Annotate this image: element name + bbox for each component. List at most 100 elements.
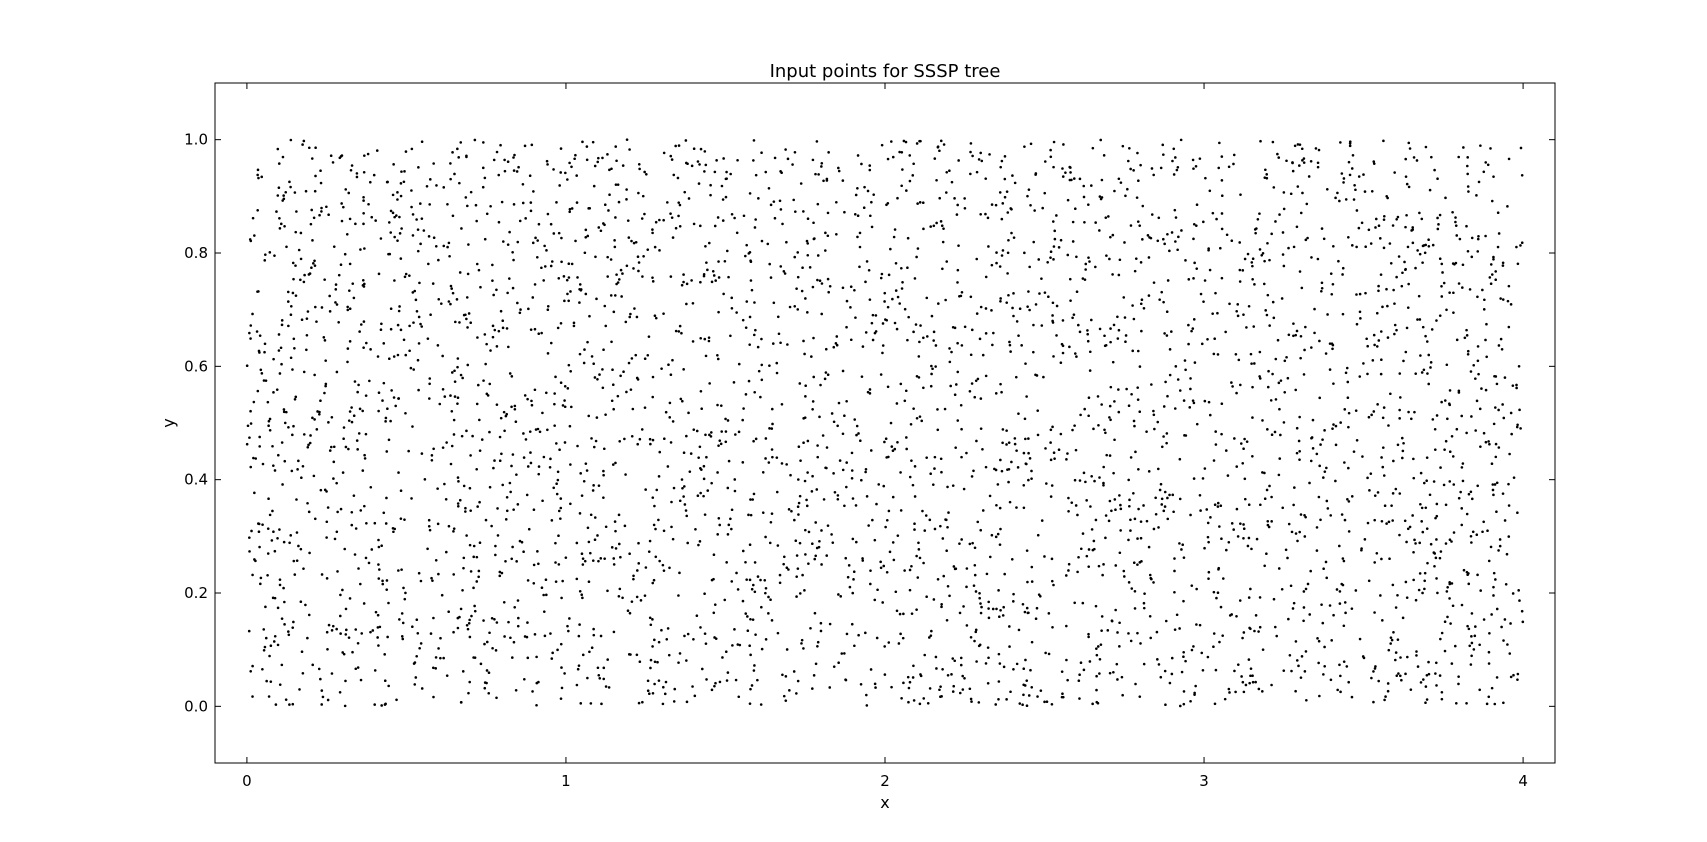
data-point xyxy=(845,399,848,403)
data-point xyxy=(491,279,494,282)
data-point xyxy=(1183,359,1187,362)
data-point xyxy=(1266,523,1270,527)
data-point xyxy=(1401,449,1405,453)
data-point xyxy=(549,341,553,345)
data-point xyxy=(1226,474,1230,477)
data-point xyxy=(930,314,934,318)
data-point xyxy=(882,484,886,488)
data-point xyxy=(1094,265,1097,269)
data-point xyxy=(862,206,866,210)
data-point xyxy=(1251,264,1254,268)
data-point xyxy=(669,212,672,215)
data-point xyxy=(452,530,455,533)
data-point xyxy=(1425,340,1429,343)
data-point xyxy=(1023,417,1027,421)
data-point xyxy=(1409,688,1413,691)
data-point xyxy=(1070,501,1074,504)
data-point xyxy=(325,577,329,580)
data-point xyxy=(399,328,403,332)
data-point xyxy=(1215,596,1218,600)
data-point xyxy=(1347,500,1351,503)
data-point xyxy=(854,193,858,197)
data-point xyxy=(356,390,359,394)
data-point xyxy=(523,394,527,397)
data-point xyxy=(870,225,874,229)
data-point xyxy=(1487,650,1491,654)
data-point xyxy=(352,494,356,497)
data-point xyxy=(1411,241,1415,245)
data-point xyxy=(434,244,438,248)
data-point xyxy=(1282,264,1286,268)
data-point xyxy=(400,635,404,638)
data-point xyxy=(1418,541,1422,545)
data-point xyxy=(1389,636,1393,639)
data-point xyxy=(849,306,852,309)
data-point xyxy=(767,461,771,464)
data-point xyxy=(410,147,414,151)
data-point xyxy=(342,652,346,656)
data-point xyxy=(975,312,979,315)
data-point xyxy=(903,399,907,403)
data-point xyxy=(533,327,537,331)
data-point xyxy=(320,306,324,309)
data-point xyxy=(836,494,840,497)
data-point xyxy=(804,553,807,556)
data-point xyxy=(1243,437,1246,441)
data-point xyxy=(646,248,650,251)
data-point xyxy=(940,224,944,228)
data-point xyxy=(809,626,812,630)
data-point xyxy=(741,418,744,422)
data-point xyxy=(959,403,963,407)
data-point xyxy=(1329,272,1333,275)
data-point xyxy=(1392,630,1395,634)
data-point xyxy=(313,259,316,263)
data-point xyxy=(1142,306,1146,310)
data-point xyxy=(692,147,696,151)
data-point xyxy=(621,596,624,600)
data-point xyxy=(854,316,857,319)
data-point xyxy=(1386,689,1390,693)
data-point xyxy=(461,376,464,380)
data-point xyxy=(278,372,282,375)
data-point xyxy=(549,264,553,268)
data-point xyxy=(870,321,874,325)
data-point xyxy=(1032,240,1036,244)
data-point xyxy=(1296,143,1300,146)
data-point xyxy=(1466,353,1470,356)
data-point xyxy=(1468,288,1472,291)
data-point xyxy=(550,657,554,660)
data-point xyxy=(1225,233,1229,237)
data-point xyxy=(1492,585,1495,589)
data-point xyxy=(1482,618,1486,621)
data-point xyxy=(1507,284,1511,288)
data-point xyxy=(596,160,600,164)
data-point xyxy=(319,399,322,403)
data-point xyxy=(1273,625,1277,629)
data-point xyxy=(1391,492,1395,495)
data-point xyxy=(1026,580,1029,584)
data-point xyxy=(1212,352,1216,356)
data-point xyxy=(782,555,786,559)
data-point xyxy=(851,497,855,500)
data-point xyxy=(1206,655,1210,659)
data-point xyxy=(1281,253,1285,256)
data-point xyxy=(546,163,549,166)
data-point xyxy=(932,330,936,334)
data-point xyxy=(1318,694,1321,698)
data-point xyxy=(1061,167,1064,170)
data-point xyxy=(323,278,326,281)
data-point xyxy=(651,618,654,621)
data-point xyxy=(760,605,763,609)
data-point xyxy=(495,288,498,292)
data-point xyxy=(1044,651,1047,655)
data-point xyxy=(767,595,770,599)
data-point xyxy=(1142,662,1146,666)
data-point xyxy=(1071,220,1075,224)
data-point xyxy=(1026,194,1029,198)
data-point xyxy=(714,681,717,685)
data-point xyxy=(861,345,865,348)
data-point xyxy=(453,395,457,398)
data-point xyxy=(749,513,753,517)
data-point xyxy=(826,234,830,238)
data-point xyxy=(1373,518,1376,522)
